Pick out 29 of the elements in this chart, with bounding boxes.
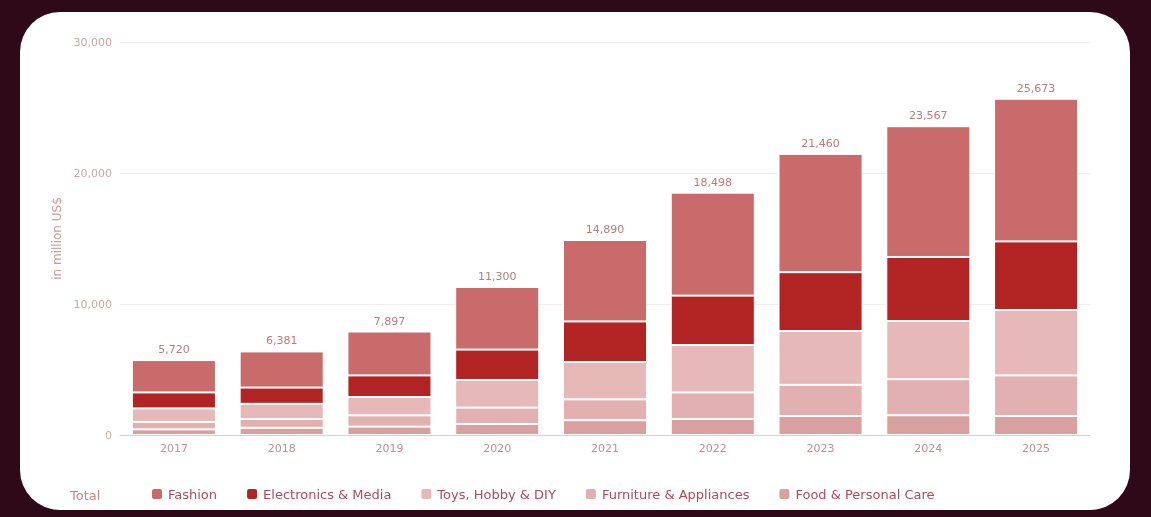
x-tick-label: 2025 — [1022, 442, 1051, 455]
legend-label: Food & Personal Care — [795, 486, 935, 502]
y-tick-label: 30,000 — [73, 35, 112, 49]
y-tick-label: 0 — [105, 428, 112, 442]
y-axis-title: in million US$ — [49, 197, 64, 280]
total-label: 14,890 — [585, 222, 625, 236]
legend-label: Electronics & Media — [263, 486, 392, 502]
total-label: 7,897 — [373, 314, 406, 328]
legend-title: Total — [69, 488, 101, 503]
total-label: 18,498 — [693, 175, 733, 189]
total-label: 11,300 — [477, 269, 517, 283]
legend-label: Fashion — [168, 486, 218, 502]
total-label: 5,720 — [158, 343, 190, 357]
total-label: 21,460 — [801, 136, 840, 150]
total-label: 6,381 — [265, 334, 298, 348]
total-label: 23,567 — [909, 109, 948, 123]
y-tick-label: 10,000 — [73, 297, 112, 311]
x-tick-label: 2020 — [483, 442, 512, 455]
x-tick-label: 2021 — [591, 442, 619, 455]
legend-label: Furniture & Appliances — [601, 486, 750, 502]
x-tick-label: 2017 — [159, 442, 188, 455]
x-tick-label: 2022 — [698, 442, 727, 455]
x-tick-label: 2024 — [914, 442, 943, 455]
legend-label: Toys, Hobby & DIY — [436, 486, 556, 502]
y-tick-label: 20,000 — [73, 166, 112, 180]
total-label: 25,673 — [1016, 81, 1056, 95]
x-tick-label: 2019 — [375, 442, 404, 455]
x-tick-label: 2018 — [267, 442, 296, 455]
x-tick-label: 2023 — [806, 442, 835, 455]
